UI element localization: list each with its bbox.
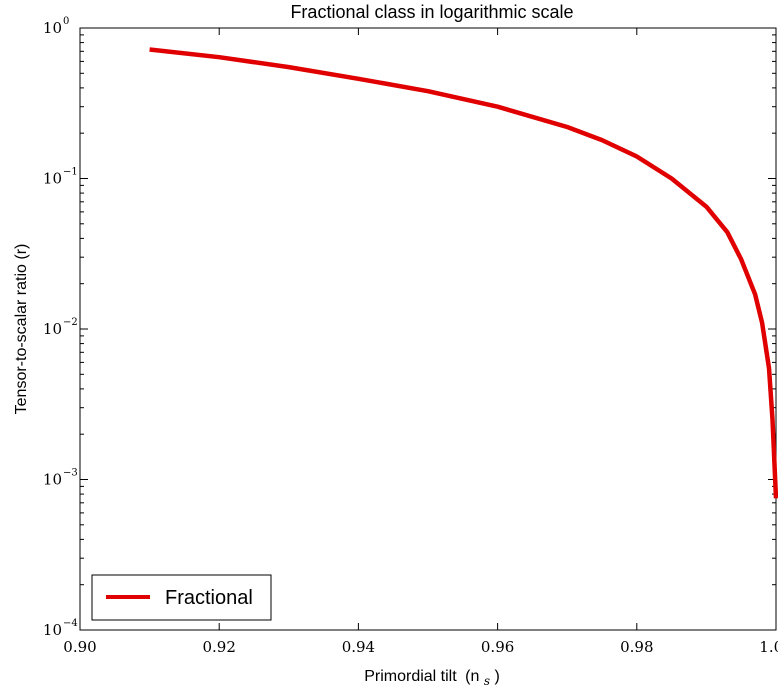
y-tick-label-base: 10 bbox=[43, 621, 62, 639]
x-tick-label: 0.94 bbox=[342, 638, 375, 656]
x-axis-label: Primordial tilt (n s ) bbox=[364, 668, 500, 689]
series-line-fractional bbox=[149, 47, 778, 499]
y-tick-label: 10 bbox=[43, 471, 62, 489]
y-tick-label-exponent: −4 bbox=[63, 618, 78, 629]
chart-title: Fractional class in logarithmic scale bbox=[290, 2, 573, 22]
x-axis-label-math-sub: s bbox=[484, 674, 490, 688]
x-tick-label: 0.98 bbox=[620, 638, 653, 656]
legend-label-fractional: Fractional bbox=[165, 587, 253, 609]
series-group bbox=[149, 47, 778, 499]
y-tick-label-exponent: −3 bbox=[63, 468, 78, 479]
y-tick-label-base: 10 bbox=[43, 320, 62, 338]
x-tick-label: 0.92 bbox=[202, 638, 235, 656]
ticks-group: 0.900.920.940.960.981.0010010−110−210−31… bbox=[43, 16, 778, 656]
y-tick-label-base: 10 bbox=[43, 170, 62, 188]
y-tick-label: 10 bbox=[43, 320, 62, 338]
x-axis-label-text: Primordial tilt bbox=[364, 668, 457, 685]
y-tick-label: 10 bbox=[43, 621, 62, 639]
y-tick-label: 10 bbox=[43, 170, 62, 188]
y-tick-label-exponent: −2 bbox=[63, 317, 78, 328]
x-tick-label: 1.00 bbox=[759, 638, 778, 656]
plot-area bbox=[79, 27, 777, 631]
x-tick-label: 0.90 bbox=[63, 638, 96, 656]
y-tick-label: 10 bbox=[43, 19, 62, 37]
y-tick-label-exponent: −1 bbox=[63, 167, 78, 178]
x-axis-label-math-close: ) bbox=[494, 668, 499, 685]
y-tick-label-base: 10 bbox=[43, 19, 62, 37]
x-axis-label-math-open: (n bbox=[465, 668, 479, 685]
y-tick-label-base: 10 bbox=[43, 471, 62, 489]
y-tick-label-exponent: 0 bbox=[63, 16, 69, 27]
x-tick-label: 0.96 bbox=[481, 638, 514, 656]
y-axis-label: Tensor-to-scalar ratio (r) bbox=[13, 244, 30, 415]
legend: Fractional bbox=[91, 574, 272, 621]
